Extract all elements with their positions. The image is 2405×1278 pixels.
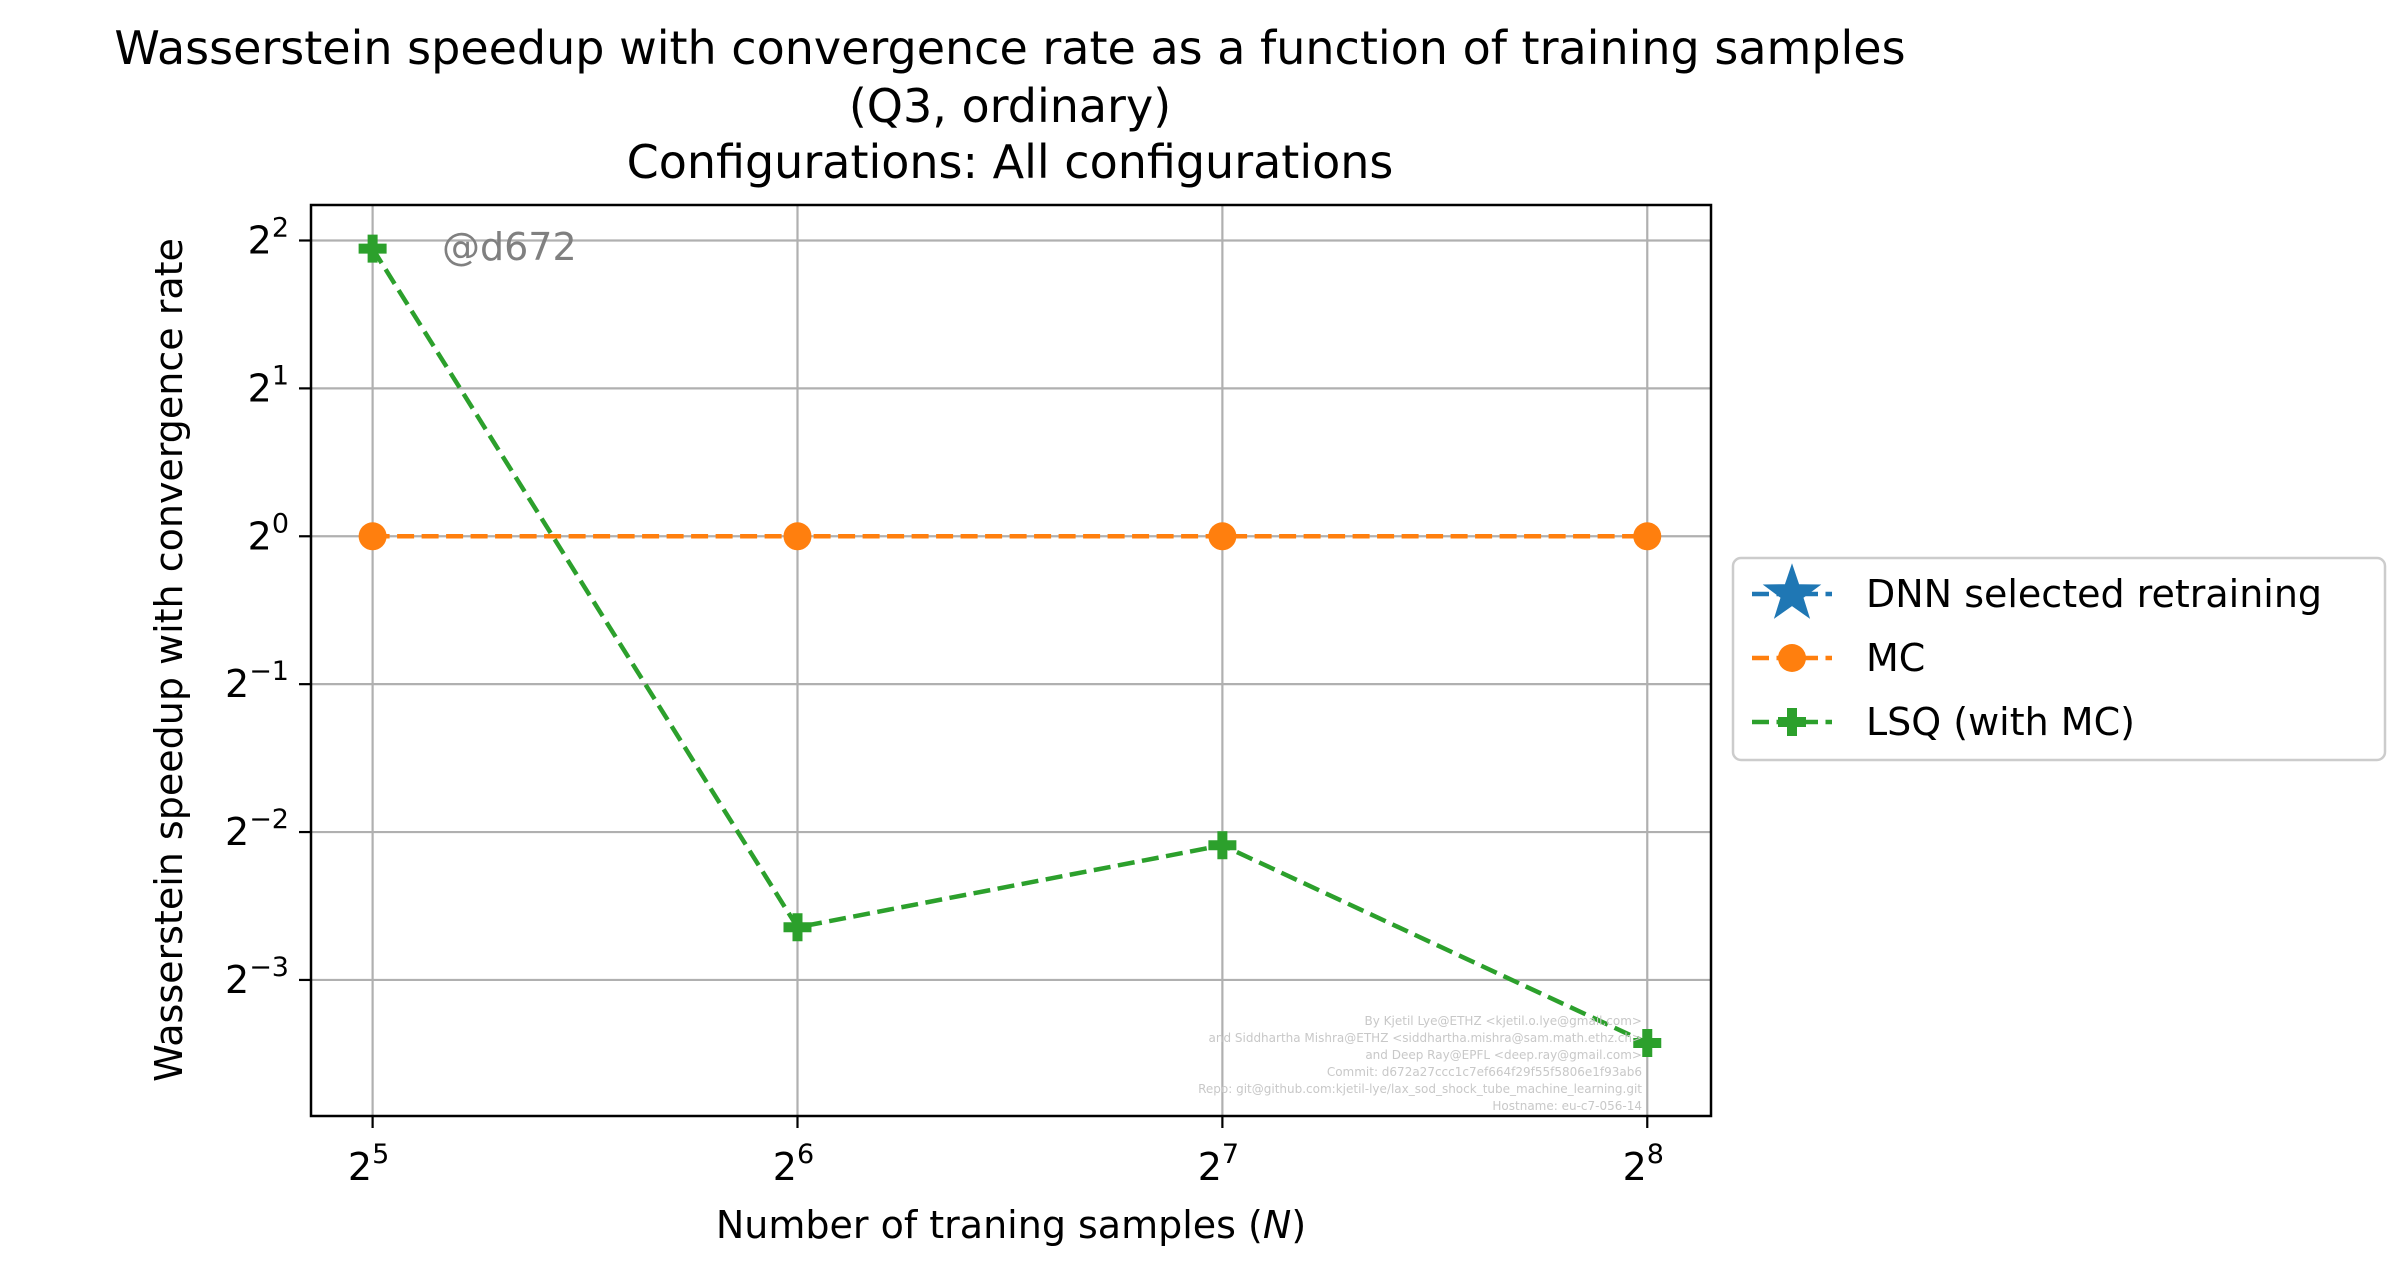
legend: DNN selected retraining MC LSQ (with MC) bbox=[1731, 556, 2387, 762]
y-tick-label-exponent: 0 bbox=[272, 508, 289, 539]
y-tick-label: 2−1 bbox=[225, 656, 289, 706]
x-tick-label-base: 2 bbox=[348, 1145, 372, 1189]
x-tick-label-base: 2 bbox=[773, 1145, 797, 1189]
data-point-marker bbox=[358, 522, 387, 551]
chart-title-line-3: Configurations: All configurations bbox=[627, 135, 1394, 189]
attribution-line: By Kjetil Lye@ETHZ <kjetil.o.lye@gmail.c… bbox=[1365, 1014, 1642, 1028]
legend-label: LSQ (with MC) bbox=[1866, 700, 2135, 744]
x-tick-label-base: 2 bbox=[1198, 1145, 1222, 1189]
legend-entry: DNN selected retraining bbox=[1752, 563, 2322, 619]
y-axis-label: Wasserstein speedup with convergence rat… bbox=[147, 238, 191, 1082]
y-tick-label: 20 bbox=[248, 508, 289, 558]
x-axis-label-close: ) bbox=[1291, 1203, 1306, 1247]
y-tick-label: 2−3 bbox=[225, 952, 289, 1002]
y-tick-label-base: 2 bbox=[248, 218, 272, 262]
chart-title-line-2: (Q3, ordinary) bbox=[849, 79, 1171, 133]
series-lsq-with-mc bbox=[358, 234, 1662, 1058]
data-point-marker bbox=[783, 522, 812, 551]
attribution-line: Hostname: eu-c7-056-14 bbox=[1492, 1099, 1642, 1113]
y-tick-label: 2−2 bbox=[225, 804, 289, 854]
legend-label: DNN selected retraining bbox=[1866, 572, 2322, 616]
x-tick-label: 25 bbox=[348, 1139, 389, 1189]
legend-items: DNN selected retraining MC LSQ (with MC) bbox=[1752, 563, 2322, 744]
attribution-block: By Kjetil Lye@ETHZ <kjetil.o.lye@gmail.c… bbox=[1198, 1014, 1642, 1113]
watermark-label: @d672 bbox=[442, 225, 577, 269]
chart-title: Wasserstein speedup with convergence rat… bbox=[114, 21, 1905, 189]
y-tick-label-exponent: 1 bbox=[272, 360, 289, 391]
y-tick-label: 21 bbox=[248, 360, 289, 410]
attribution-line: Repo: git@github.com:kjetil-lye/lax_sod_… bbox=[1198, 1082, 1642, 1096]
x-tick-label-exponent: 5 bbox=[372, 1139, 389, 1170]
y-tick-label-base: 2 bbox=[225, 958, 249, 1002]
y-tick-label-base: 2 bbox=[225, 662, 249, 706]
data-point-marker bbox=[1208, 831, 1237, 860]
x-tick-label: 26 bbox=[773, 1139, 814, 1189]
legend-frame bbox=[1731, 556, 2387, 762]
x-axis-label-variable: N bbox=[1263, 1203, 1291, 1247]
data-point-marker bbox=[1208, 522, 1237, 551]
x-tick-label: 28 bbox=[1623, 1139, 1664, 1189]
legend-label: MC bbox=[1866, 636, 1925, 680]
x-axis-label: Number of traning samples (N) bbox=[716, 1203, 1306, 1247]
legend-marker bbox=[1778, 644, 1806, 672]
x-tick-label-exponent: 7 bbox=[1222, 1139, 1239, 1170]
data-point-marker bbox=[783, 913, 812, 942]
legend-entry: MC bbox=[1752, 636, 1925, 680]
data-point-marker bbox=[1633, 522, 1662, 551]
attribution-line: Commit: d672a27ccc1c7ef664f29f55f5806e1f… bbox=[1327, 1065, 1642, 1079]
legend-marker bbox=[1778, 708, 1806, 736]
legend-marker bbox=[1762, 563, 1822, 619]
y-tick-label-exponent: −2 bbox=[249, 804, 289, 835]
attribution-line: and Deep Ray@EPFL <deep.ray@gmail.com> bbox=[1365, 1048, 1642, 1062]
y-tick-label-base: 2 bbox=[225, 810, 249, 854]
series-layer bbox=[358, 234, 1662, 1058]
x-tick-label-exponent: 6 bbox=[797, 1139, 814, 1170]
y-tick-label-exponent: −1 bbox=[249, 656, 289, 687]
series-mc bbox=[358, 522, 1662, 551]
y-tick-label: 22 bbox=[248, 212, 289, 262]
chart-title-line-1: Wasserstein speedup with convergence rat… bbox=[114, 21, 1905, 75]
legend-entry: LSQ (with MC) bbox=[1752, 700, 2135, 744]
y-tick-label-base: 2 bbox=[248, 366, 272, 410]
axes-frame bbox=[309, 203, 1713, 1118]
y-tick-label-exponent: 2 bbox=[272, 212, 289, 243]
x-tick-label: 27 bbox=[1198, 1139, 1239, 1189]
data-point-marker bbox=[1633, 1029, 1662, 1058]
series-line bbox=[370, 247, 1649, 1046]
x-axis-label-text: Number of traning samples ( bbox=[716, 1203, 1263, 1247]
data-point-marker bbox=[358, 234, 387, 263]
y-tick-label-exponent: −3 bbox=[249, 952, 289, 983]
attribution-line: and Siddhartha Mishra@ETHZ <siddhartha.m… bbox=[1208, 1031, 1642, 1045]
x-tick-label-base: 2 bbox=[1623, 1145, 1647, 1189]
y-tick-label-base: 2 bbox=[248, 514, 272, 558]
x-tick-label-exponent: 8 bbox=[1647, 1139, 1664, 1170]
